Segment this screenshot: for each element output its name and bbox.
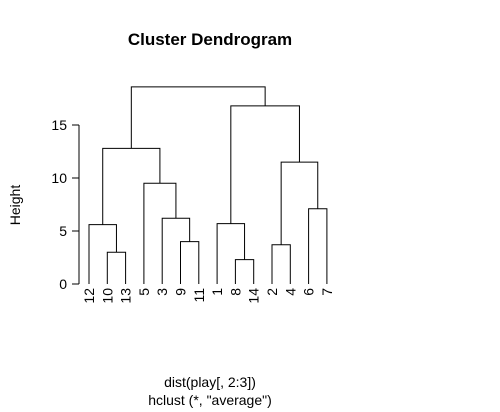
leaf-label-8: 8 xyxy=(227,288,243,296)
merge-branch-10 xyxy=(280,161,319,245)
merge-branch-9 xyxy=(216,223,246,284)
y-axis-label: Height xyxy=(7,184,23,226)
merge-branch-0 xyxy=(106,251,127,284)
merge-branch-7 xyxy=(143,182,177,284)
merge-branch-3 xyxy=(271,244,291,284)
leaf-label-5: 5 xyxy=(136,288,152,296)
y-tick-label: 5 xyxy=(59,223,67,239)
leaf-label-9: 9 xyxy=(173,288,189,296)
leaf-label-13: 13 xyxy=(118,288,134,304)
x-axis-label-line-1: dist(play[, 2:3]) xyxy=(164,374,256,390)
leaf-label-11: 11 xyxy=(191,288,207,303)
chart-title: Cluster Dendrogram xyxy=(127,30,293,49)
merge-branch-1 xyxy=(180,241,200,284)
leaf-label-2: 2 xyxy=(264,288,280,296)
merge-branch-2 xyxy=(234,259,255,284)
leaf-label-10: 10 xyxy=(99,288,115,304)
y-tick-label: 0 xyxy=(59,276,67,292)
dendrogram-tree xyxy=(88,86,328,284)
y-tick-label: 15 xyxy=(51,117,67,133)
merge-branch-5 xyxy=(88,224,117,284)
leaf-label-1: 1 xyxy=(209,288,225,296)
merge-branch-8 xyxy=(102,147,161,225)
leaf-label-3: 3 xyxy=(154,288,170,296)
leaf-label-14: 14 xyxy=(246,288,262,304)
x-axis-label-line-2: hclust (*, "average") xyxy=(148,392,272,408)
merge-branch-4 xyxy=(308,208,328,284)
y-axis: 0 5 10 15 xyxy=(51,117,80,292)
merge-branch-6 xyxy=(161,217,191,284)
merge-branch-12 xyxy=(130,86,266,149)
leaf-label-6: 6 xyxy=(301,288,317,296)
leaf-label-12: 12 xyxy=(81,288,97,304)
leaf-labels: 12 10 13 5 3 9 11 1 8 14 2 4 6 7 xyxy=(81,288,335,304)
merge-branch-11 xyxy=(230,105,300,224)
y-tick-label: 10 xyxy=(51,170,67,186)
leaf-label-4: 4 xyxy=(282,288,298,296)
leaf-label-7: 7 xyxy=(319,288,335,296)
